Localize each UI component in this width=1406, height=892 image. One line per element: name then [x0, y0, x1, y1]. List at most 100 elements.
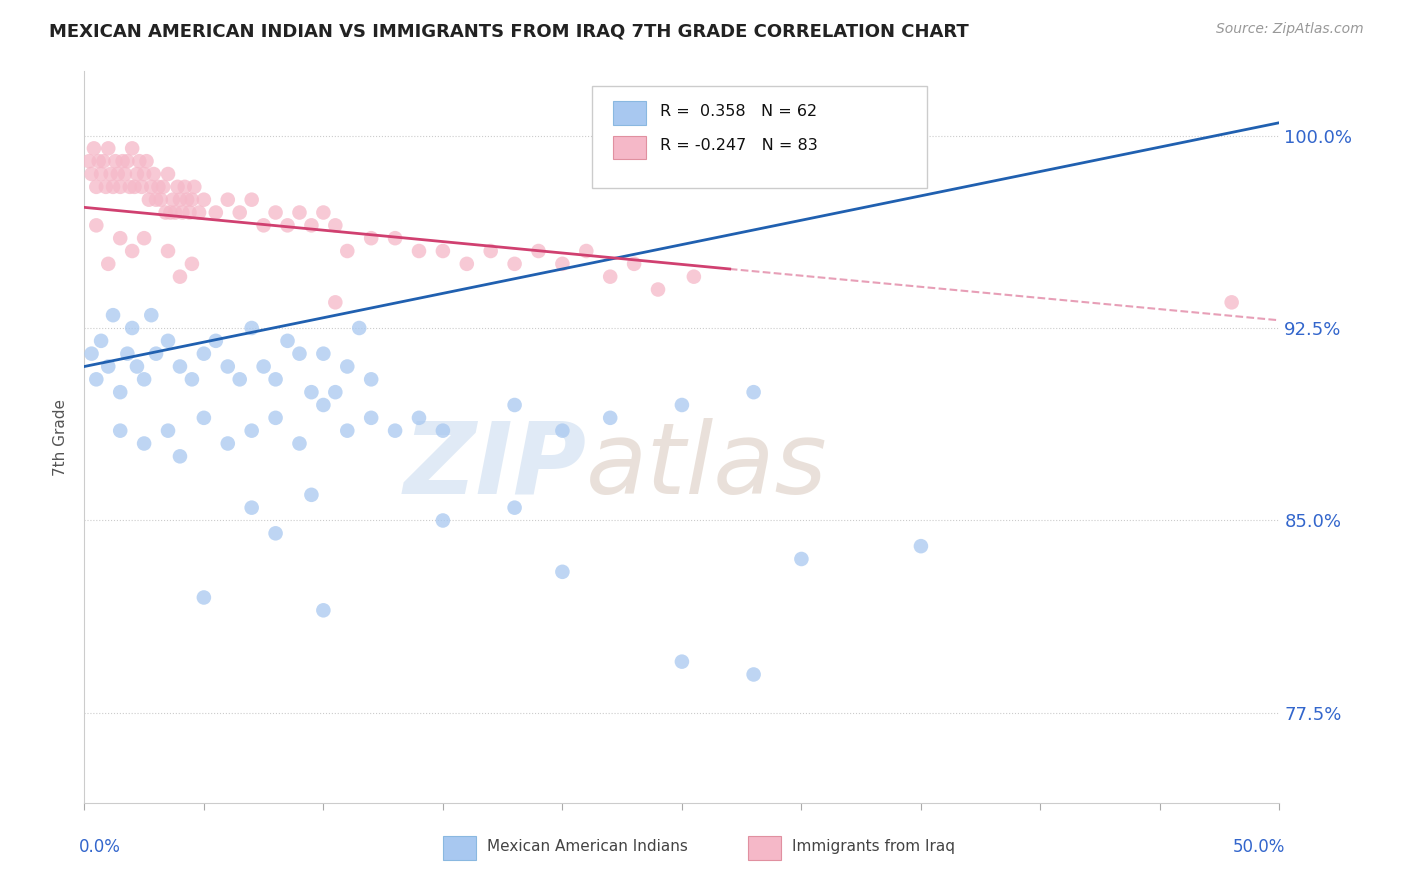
- Point: [162, 193, 184, 207]
- Point: [325, 219, 347, 233]
- Point: [325, 295, 347, 310]
- Point: [217, 359, 239, 374]
- Point: [229, 372, 252, 386]
- Point: [135, 154, 157, 169]
- Point: [117, 346, 139, 360]
- Point: [205, 205, 228, 219]
- Point: [145, 346, 167, 360]
- Point: [87, 154, 110, 169]
- Point: [157, 334, 180, 348]
- Point: [166, 179, 188, 194]
- Point: [575, 244, 598, 258]
- FancyBboxPatch shape: [613, 102, 647, 125]
- Point: [169, 269, 191, 284]
- Point: [169, 359, 191, 374]
- Point: [86, 372, 108, 386]
- Point: [1220, 295, 1243, 310]
- Point: [93, 154, 115, 169]
- Point: [110, 424, 132, 438]
- Point: [172, 205, 194, 219]
- Point: [107, 167, 129, 181]
- Point: [169, 193, 191, 207]
- Point: [179, 205, 201, 219]
- Point: [193, 193, 215, 207]
- Point: [360, 231, 382, 245]
- Point: [152, 179, 174, 194]
- Point: [551, 565, 574, 579]
- Point: [132, 436, 156, 450]
- Point: [671, 398, 693, 412]
- Text: R = -0.247   N = 83: R = -0.247 N = 83: [661, 138, 818, 153]
- Point: [181, 372, 204, 386]
- Point: [94, 179, 117, 194]
- Point: [349, 321, 371, 335]
- Point: [264, 410, 287, 425]
- Point: [527, 244, 550, 258]
- Point: [121, 321, 143, 335]
- Point: [240, 424, 263, 438]
- Point: [86, 179, 108, 194]
- Point: [623, 257, 645, 271]
- Point: [104, 154, 127, 169]
- Text: 0.0%: 0.0%: [79, 838, 121, 855]
- Point: [132, 167, 156, 181]
- Point: [288, 205, 311, 219]
- Point: [111, 154, 134, 169]
- Point: [121, 244, 143, 258]
- Point: [360, 410, 382, 425]
- Point: [157, 167, 180, 181]
- Y-axis label: 7th Grade: 7th Grade: [53, 399, 69, 475]
- Point: [157, 244, 180, 258]
- Point: [264, 205, 287, 219]
- Point: [312, 205, 335, 219]
- Point: [97, 141, 120, 155]
- Point: [83, 141, 105, 155]
- Point: [110, 385, 132, 400]
- Point: [336, 424, 359, 438]
- Point: [205, 334, 228, 348]
- Text: ZIP: ZIP: [404, 417, 586, 515]
- Point: [101, 179, 124, 194]
- Point: [101, 308, 124, 322]
- Point: [336, 244, 359, 258]
- Point: [240, 500, 263, 515]
- Point: [155, 205, 177, 219]
- Point: [100, 167, 122, 181]
- Point: [301, 488, 323, 502]
- Point: [97, 359, 120, 374]
- Point: [503, 500, 526, 515]
- Point: [159, 205, 181, 219]
- Point: [142, 167, 165, 181]
- Point: [125, 167, 148, 181]
- Text: Source: ZipAtlas.com: Source: ZipAtlas.com: [1216, 22, 1364, 37]
- Point: [408, 410, 430, 425]
- Point: [141, 179, 163, 194]
- Point: [173, 179, 195, 194]
- Point: [110, 179, 132, 194]
- Point: [118, 179, 141, 194]
- Point: [125, 359, 148, 374]
- Text: R =  0.358   N = 62: R = 0.358 N = 62: [661, 104, 817, 120]
- Point: [90, 334, 112, 348]
- Point: [599, 410, 621, 425]
- Point: [647, 283, 669, 297]
- Point: [90, 167, 112, 181]
- Point: [145, 193, 167, 207]
- Point: [193, 346, 215, 360]
- Point: [128, 154, 150, 169]
- Point: [132, 372, 156, 386]
- Point: [742, 385, 765, 400]
- Point: [432, 244, 454, 258]
- Point: [503, 257, 526, 271]
- Point: [253, 219, 276, 233]
- Point: [360, 372, 382, 386]
- Point: [264, 372, 287, 386]
- Point: [301, 219, 323, 233]
- Point: [503, 398, 526, 412]
- Point: [80, 346, 103, 360]
- Point: [157, 424, 180, 438]
- Point: [742, 667, 765, 681]
- Text: MEXICAN AMERICAN INDIAN VS IMMIGRANTS FROM IRAQ 7TH GRADE CORRELATION CHART: MEXICAN AMERICAN INDIAN VS IMMIGRANTS FR…: [49, 22, 969, 40]
- Point: [432, 424, 454, 438]
- Point: [479, 244, 502, 258]
